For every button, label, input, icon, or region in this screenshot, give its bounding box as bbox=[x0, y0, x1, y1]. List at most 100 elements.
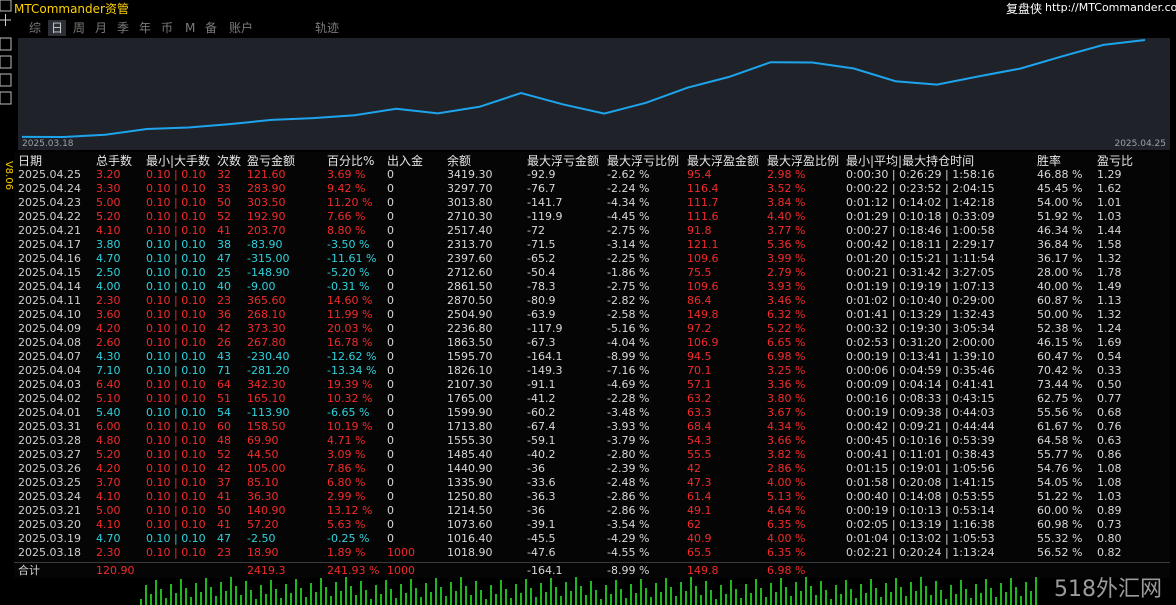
tab[interactable]: M bbox=[185, 21, 196, 35]
cell: 2.98 % bbox=[767, 168, 806, 181]
date-cell: 2025.03.27 bbox=[18, 448, 81, 461]
candle-decor bbox=[385, 580, 387, 605]
cell: -2.28 % bbox=[607, 392, 650, 405]
cell: 0 bbox=[387, 462, 394, 475]
cell: 0:02:53 | 0:31:20 | 2:00:00 bbox=[846, 336, 995, 349]
tool-icon[interactable] bbox=[0, 37, 12, 51]
tab[interactable]: 年 bbox=[139, 21, 152, 35]
tool-icon[interactable] bbox=[0, 55, 12, 69]
site-link[interactable]: http://MTCommander.com bbox=[1045, 1, 1176, 14]
cell: 2.50 bbox=[96, 266, 121, 279]
tab[interactable]: 账户 bbox=[229, 21, 254, 35]
cell: -47.6 bbox=[527, 546, 556, 559]
cell: 4.20 bbox=[96, 322, 121, 335]
cell: -1.86 % bbox=[607, 266, 650, 279]
cell: 20.03 % bbox=[327, 322, 373, 335]
candle-decor bbox=[700, 595, 702, 605]
candle-decor bbox=[1035, 577, 1037, 605]
cell: 1.08 bbox=[1097, 476, 1122, 489]
cell: 1335.90 bbox=[447, 476, 493, 489]
tab[interactable]: 周 bbox=[73, 21, 86, 35]
tab[interactable]: 日 bbox=[48, 20, 67, 36]
cell: -76.7 bbox=[527, 182, 556, 195]
candle-decor bbox=[230, 577, 232, 605]
tab[interactable]: 季 bbox=[117, 21, 130, 35]
cell: 1250.80 bbox=[447, 490, 493, 503]
candle-decor bbox=[475, 581, 477, 605]
tab[interactable]: 月 bbox=[95, 21, 108, 35]
candle-decor bbox=[945, 599, 947, 605]
candle-decor bbox=[665, 578, 667, 605]
cell: 3.69 % bbox=[327, 168, 366, 181]
candle-decor bbox=[1015, 587, 1017, 605]
cell: 0 bbox=[387, 476, 394, 489]
cell: 8.80 % bbox=[327, 224, 366, 237]
cell: 47 bbox=[217, 532, 231, 545]
cell: 6.35 % bbox=[767, 518, 806, 531]
candle-decor bbox=[960, 580, 962, 605]
cell: 0.82 bbox=[1097, 546, 1122, 559]
cell: 6.40 bbox=[96, 378, 121, 391]
date-cell: 2025.03.28 bbox=[18, 434, 81, 447]
candle-decor bbox=[435, 578, 437, 605]
candle-decor bbox=[645, 588, 647, 605]
candle-decor bbox=[160, 589, 162, 605]
candle-decor bbox=[675, 596, 677, 605]
candle-decor bbox=[215, 596, 217, 605]
cell: 0:01:02 | 0:10:40 | 0:29:00 bbox=[846, 294, 995, 307]
candle-decor bbox=[600, 599, 602, 605]
candle-decor bbox=[985, 579, 987, 605]
candle-decor bbox=[740, 598, 742, 605]
tool-icon[interactable] bbox=[0, 73, 12, 87]
cell: 0 bbox=[387, 350, 394, 363]
cell: 1826.10 bbox=[447, 364, 493, 377]
cell: 3.52 % bbox=[767, 182, 806, 195]
candle-decor bbox=[640, 579, 642, 605]
cell: 2504.90 bbox=[447, 308, 493, 321]
candle-decor bbox=[855, 598, 857, 605]
cell: -91.1 bbox=[527, 378, 556, 391]
tab[interactable]: 备 bbox=[205, 21, 218, 35]
candle-decor bbox=[805, 577, 807, 605]
date-cell: 2025.03.24 bbox=[18, 490, 81, 503]
cell: -149.3 bbox=[527, 364, 563, 377]
cell: 47 bbox=[217, 252, 231, 265]
candle-decor bbox=[450, 582, 452, 605]
cell: 6.80 % bbox=[327, 476, 366, 489]
tool-icon[interactable] bbox=[0, 14, 11, 26]
cell: 43 bbox=[217, 350, 231, 363]
total-cell: 6.98 % bbox=[767, 564, 806, 577]
cell: 54.00 % bbox=[1037, 196, 1083, 209]
tab[interactable]: 综 bbox=[29, 21, 42, 35]
cell: 5.20 bbox=[96, 448, 121, 461]
cell: 2.60 bbox=[96, 336, 121, 349]
date-cell: 2025.03.20 bbox=[18, 518, 81, 531]
cell: -40.2 bbox=[527, 448, 556, 461]
candle-decor bbox=[370, 599, 372, 605]
candle-decor bbox=[455, 591, 457, 605]
cell: -4.45 % bbox=[607, 210, 650, 223]
candle-decor bbox=[545, 592, 547, 605]
tool-icon[interactable] bbox=[0, 91, 12, 105]
candle-decor bbox=[505, 589, 507, 605]
candle-decor bbox=[175, 593, 177, 605]
cell: 44.50 bbox=[247, 448, 279, 461]
cell: 4.80 bbox=[96, 434, 121, 447]
cell: 52 bbox=[217, 210, 231, 223]
candle-decor bbox=[935, 581, 937, 605]
tool-icon[interactable] bbox=[0, 0, 12, 12]
tab[interactable]: 币 bbox=[161, 21, 174, 35]
tab[interactable]: 轨迹 bbox=[315, 21, 340, 35]
cell: 40 bbox=[217, 280, 231, 293]
candle-decor bbox=[815, 595, 817, 605]
cell: 85.10 bbox=[247, 476, 279, 489]
candle-decor bbox=[580, 586, 582, 605]
cell: 0:02:05 | 0:13:19 | 1:16:38 bbox=[846, 518, 995, 531]
cell: 373.30 bbox=[247, 322, 286, 335]
cell: 0 bbox=[387, 210, 394, 223]
cell: -7.16 % bbox=[607, 364, 650, 377]
cell: 165.10 bbox=[247, 392, 286, 405]
cell: 60.87 % bbox=[1037, 294, 1083, 307]
candle-decor bbox=[930, 595, 932, 605]
watermark: 518外汇网 bbox=[1054, 577, 1162, 602]
